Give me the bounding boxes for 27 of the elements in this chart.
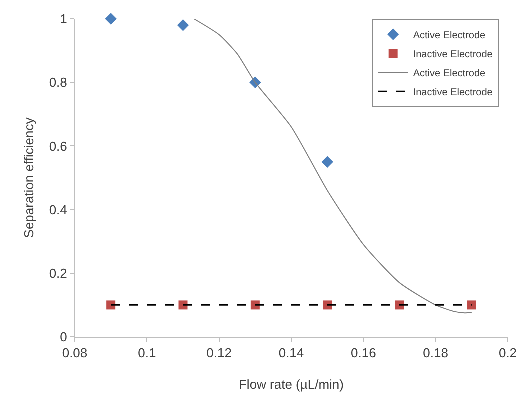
x-tick-label: 0.2 (498, 346, 518, 361)
x-tick-label: 0.16 (351, 346, 376, 361)
point (323, 300, 332, 310)
y-tick-label: 0.2 (49, 266, 68, 281)
y-tick-label: 0.4 (49, 202, 68, 218)
legend-label: Active Electrode (413, 68, 486, 80)
x-tick-label: 0.18 (423, 346, 448, 361)
point (177, 20, 190, 32)
y-tick-label: 1 (60, 12, 68, 27)
x-tick-label: 0.08 (62, 346, 88, 361)
x-tick-label: 0.1 (138, 346, 156, 361)
point (467, 300, 476, 310)
point (106, 300, 116, 310)
legend-label: Active Electrode (413, 30, 486, 42)
x-tick-label: 0.12 (206, 346, 232, 361)
point (322, 156, 334, 168)
x-axis-title: Flow rate (µL/min) (238, 377, 344, 392)
y-tick-label: 0 (60, 330, 68, 345)
point (250, 300, 260, 310)
legend-label: Inactive Electrode (413, 49, 494, 60)
x-tick-label: 0.14 (278, 346, 304, 361)
legend-label: Inactive Electrode (413, 87, 494, 98)
y-axis-title: Separation efficiency (21, 117, 36, 238)
point (178, 300, 188, 310)
y-tick-label: 0.8 (49, 75, 68, 90)
point (105, 13, 117, 25)
y-tick-label: 0.6 (49, 138, 68, 154)
